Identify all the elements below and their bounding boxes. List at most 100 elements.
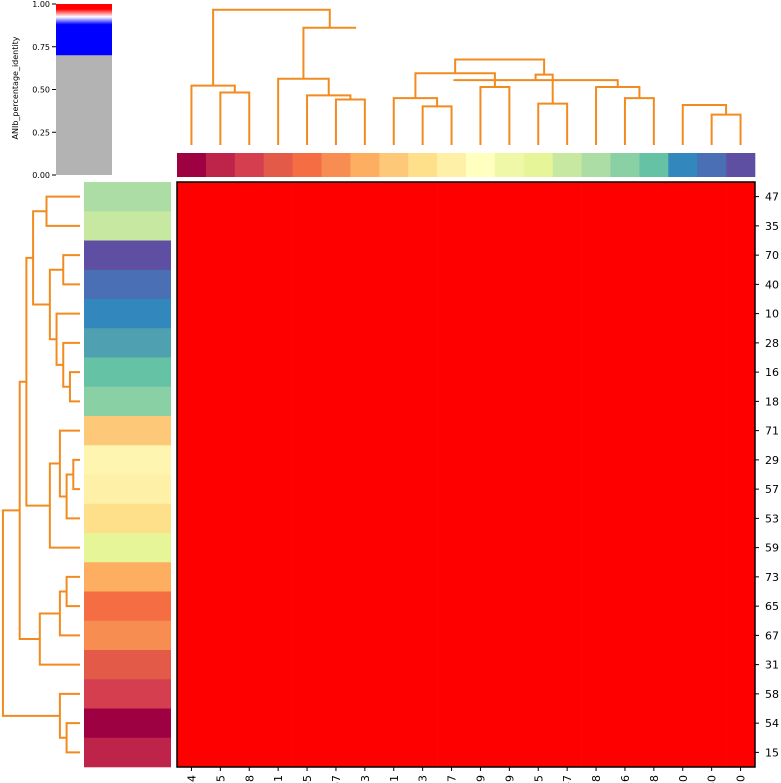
heatmap-cell xyxy=(552,328,582,358)
heatmap-cell xyxy=(379,533,409,563)
heatmap-cell xyxy=(466,650,496,680)
heatmap-cell xyxy=(581,416,611,446)
dendrogram-link xyxy=(277,77,330,145)
column-color-cell xyxy=(466,153,496,177)
dendrogram-link xyxy=(65,722,80,754)
heatmap-cell xyxy=(350,650,380,680)
column-tick-label: 54 xyxy=(185,775,198,783)
heatmap-cell xyxy=(437,445,467,475)
dendrogram-link xyxy=(45,195,80,227)
row-tick-label: 71 xyxy=(765,425,779,438)
heatmap-cell xyxy=(668,650,698,680)
heatmap-cell xyxy=(177,269,207,300)
heatmap-cell xyxy=(263,533,293,563)
heatmap-cell xyxy=(552,679,582,709)
column-color-cell xyxy=(697,153,727,177)
heatmap-cell xyxy=(610,620,640,651)
heatmap-cell xyxy=(523,211,553,241)
heatmap-cell xyxy=(408,620,438,651)
heatmap-cell xyxy=(408,416,438,446)
heatmap-cell xyxy=(263,211,293,241)
column-tick-label: 10 xyxy=(677,775,690,783)
heatmap-cell xyxy=(350,737,380,768)
heatmap-cell xyxy=(205,708,236,739)
heatmap-cell xyxy=(263,416,293,446)
heatmap-cell xyxy=(292,357,322,388)
heatmap-cell xyxy=(639,357,669,388)
heatmap-cell xyxy=(234,474,264,505)
heatmap-cell xyxy=(234,240,264,271)
row-tick-label: 35 xyxy=(765,220,779,233)
heatmap-cell xyxy=(437,708,467,739)
row-tick-label: 10 xyxy=(765,308,779,321)
heatmap-cell xyxy=(234,650,264,680)
heatmap-cell xyxy=(726,620,756,651)
heatmap-cell xyxy=(408,591,438,622)
heatmap-cell xyxy=(523,416,553,446)
row-color-cell xyxy=(84,650,171,680)
row-color-cell xyxy=(84,211,171,241)
heatmap-cell xyxy=(610,737,640,768)
heatmap-cell xyxy=(581,679,611,709)
column-tick-label: 18 xyxy=(590,775,603,783)
heatmap-cell xyxy=(437,679,467,709)
heatmap-cell xyxy=(437,533,467,563)
heatmap-cell xyxy=(552,211,582,241)
heatmap-cell xyxy=(552,386,582,417)
column-tick-label: 40 xyxy=(706,775,719,783)
heatmap-cell xyxy=(668,328,698,358)
heatmap-cell xyxy=(668,474,698,505)
dendrogram-link xyxy=(212,8,331,86)
heatmap-cell xyxy=(668,211,698,241)
column-tick-label: 70 xyxy=(735,775,748,783)
heatmap-cell xyxy=(668,737,698,768)
heatmap-cell xyxy=(581,386,611,417)
row-color-cell xyxy=(84,562,171,592)
heatmap-cell xyxy=(466,240,496,271)
heatmap-cell xyxy=(234,591,264,622)
heatmap-cell xyxy=(494,474,525,505)
heatmap-cell xyxy=(523,269,553,300)
heatmap-cell xyxy=(639,620,669,651)
heatmap-cell xyxy=(205,386,236,417)
heatmap-cell xyxy=(523,182,553,212)
heatmap-cell xyxy=(263,503,293,534)
column-color-cell xyxy=(581,153,611,177)
heatmap-cell xyxy=(321,357,351,388)
row-tick-labels: 47 35 70 40 10 28 16 18 71 29 57 53 59 73 65 67 31 58 54 15 xyxy=(755,191,779,759)
heatmap-cell xyxy=(292,445,322,475)
heatmap-cell xyxy=(523,533,553,563)
heatmap-cell xyxy=(466,503,496,534)
heatmap-cell xyxy=(523,386,553,417)
heatmap-cell xyxy=(205,240,236,271)
row-color-cell xyxy=(84,240,171,271)
heatmap-cell xyxy=(697,211,727,241)
heatmap-cell xyxy=(466,474,496,505)
heatmap-cell xyxy=(234,182,264,212)
heatmap-cell xyxy=(292,299,322,329)
heatmap-cell xyxy=(726,357,756,388)
heatmap-cell xyxy=(726,211,756,241)
heatmap-cell xyxy=(205,357,236,388)
heatmap-cell xyxy=(668,533,698,563)
heatmap-cell xyxy=(321,269,351,300)
heatmap-cell xyxy=(552,620,582,651)
column-tick-label: 29 xyxy=(474,775,487,783)
row-color-cell xyxy=(84,533,171,563)
dendrogram-link xyxy=(72,458,80,491)
heatmap-cell xyxy=(523,474,553,505)
heatmap-cell xyxy=(437,620,467,651)
column-color-cell xyxy=(350,153,380,177)
heatmap-cell xyxy=(234,328,264,358)
heatmap-cell xyxy=(292,269,322,300)
heatmap-cell xyxy=(697,328,727,358)
heatmap-cell xyxy=(408,708,438,739)
row-tick-label: 54 xyxy=(765,717,779,730)
heatmap-cell xyxy=(437,591,467,622)
row-tick-label: 65 xyxy=(765,600,779,613)
heatmap-cell xyxy=(177,211,207,241)
heatmap-cell xyxy=(292,386,322,417)
heatmap-cell xyxy=(668,299,698,329)
heatmap-cell xyxy=(263,386,293,417)
heatmap-cell xyxy=(437,269,467,300)
